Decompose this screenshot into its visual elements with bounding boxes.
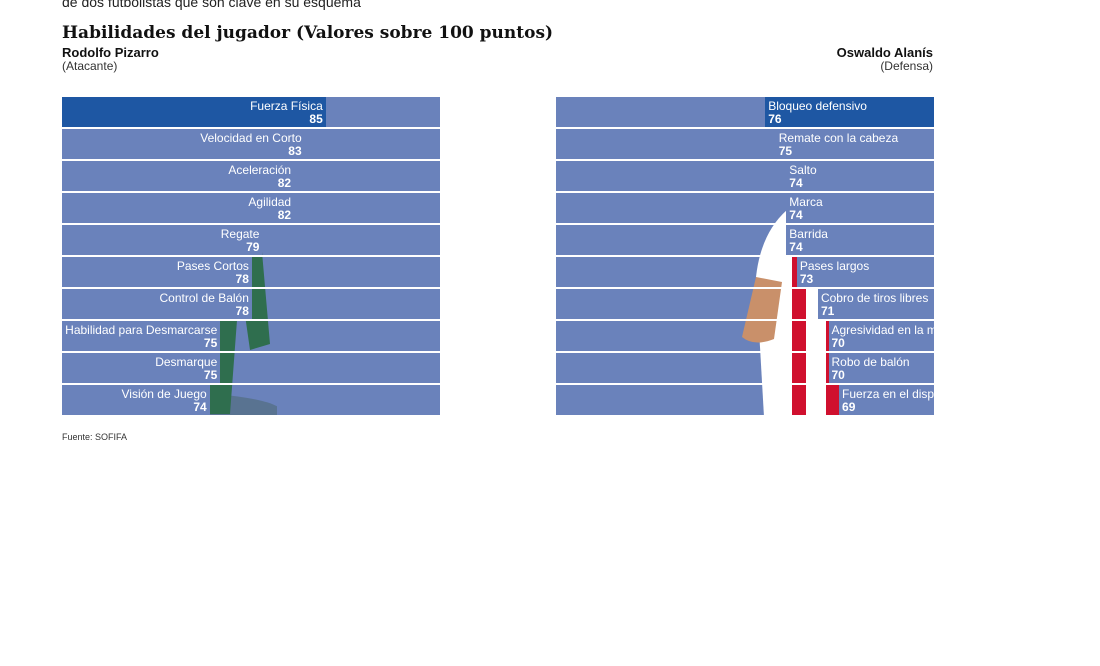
right-bar-label-7: Cobro de tiros libres [820, 291, 929, 305]
left-row-separator-9 [62, 383, 440, 385]
left-bar-6: Pases Cortos 78 [62, 257, 252, 287]
right-player-chart: Bloqueo defensivo 76 Remate con la cabeza 7… [556, 97, 934, 417]
left-row-separator-8 [62, 351, 440, 353]
right-row-separator-4 [556, 223, 934, 225]
right-bar-label-5: Barrida [789, 227, 828, 241]
right-row-separator-9 [556, 383, 934, 385]
right-bar-7: Cobro de tiros libres 71 [817, 289, 934, 319]
left-bar-label-5: Regate [220, 227, 260, 241]
left-bar-label-6: Pases Cortos [176, 259, 249, 273]
right-row-separator-8 [556, 351, 934, 353]
right-bar-5: Barrida 74 [786, 225, 934, 255]
left-bar-value-9: 75 [203, 368, 218, 382]
right-player-name: Oswaldo Alanís [836, 45, 933, 60]
left-row-separator-5 [62, 255, 440, 257]
left-bar-label-8: Habilidad para Desmarcarse [65, 323, 218, 337]
left-bar-value-6: 78 [235, 272, 249, 286]
left-bar-label-4: Agilidad [248, 195, 292, 209]
right-player-role: (Defensa) [880, 59, 933, 73]
left-bar-3: Aceleración 82 [62, 161, 295, 191]
left-bar-label-10: Visión de Juego [121, 387, 207, 401]
right-bar-label-3: Salto [789, 163, 817, 177]
left-bar-value-10: 74 [193, 400, 207, 414]
right-bar-value-9: 70 [831, 368, 845, 382]
intro-text: de dos futbolistas que son clave en su e… [62, 0, 361, 10]
right-bar-label-8: Agresividad en la marca [831, 323, 935, 337]
chart-title: Habilidades del jugador (Valores sobre 1… [62, 23, 554, 43]
left-bar-value-5: 79 [246, 240, 260, 254]
right-row-separator-2 [556, 159, 934, 161]
right-bar-value-3: 74 [789, 176, 803, 190]
right-row-separator-10 [556, 415, 934, 417]
left-row-separator-6 [62, 287, 440, 289]
right-bar-label-1: Bloqueo defensivo [768, 99, 867, 113]
left-bar-value-2: 83 [288, 144, 302, 158]
left-bar-label-9: Desmarque [155, 355, 218, 369]
left-player-name: Rodolfo Pizarro [62, 45, 159, 60]
left-row-separator-4 [62, 223, 440, 225]
left-bar-10: Visión de Juego 74 [62, 385, 210, 415]
right-bar-8: Agresividad en la marca70 [828, 321, 935, 351]
right-bar-value-2: 75 [778, 144, 793, 158]
left-player-chart: Fuerza Física 85 Velocidad en Corto 83 Acele… [62, 97, 440, 417]
right-bar-10: Fuerza en el disparo69 [839, 385, 934, 415]
right-bar-label-2: Remate con la cabeza [778, 131, 899, 145]
left-bar-7: Control de Balón 78 [62, 289, 252, 319]
left-bar-9: Desmarque 75 [62, 353, 221, 383]
left-bar-5: Regate 79 [62, 225, 263, 255]
left-bar-value-7: 78 [235, 304, 249, 318]
left-bar-value-1: 85 [309, 112, 323, 126]
right-bar-value-6: 73 [799, 272, 814, 286]
left-row-separator-10 [62, 415, 440, 417]
left-bar-label-1: Fuerza Física [250, 99, 323, 113]
right-row-separator-1 [556, 127, 934, 129]
right-bar-value-1: 76 [768, 112, 782, 126]
right-bar-value-5: 74 [789, 240, 803, 254]
left-row-separator-3 [62, 191, 440, 193]
right-bar-value-10: 69 [842, 400, 856, 414]
left-bar-label-2: Velocidad en Corto [200, 131, 302, 145]
left-player-role: (Atacante) [62, 59, 118, 73]
right-row-separator-5 [556, 255, 934, 257]
left-bar-value-4: 82 [277, 208, 292, 222]
right-bar-6: Pases largos 73 [796, 257, 934, 287]
left-bar-value-8: 75 [203, 336, 218, 350]
right-bar-value-7: 71 [820, 304, 835, 318]
right-row-separator-6 [556, 287, 934, 289]
left-row-separator-1 [62, 127, 440, 129]
left-bar-1: Fuerza Física 85 [62, 97, 326, 127]
right-bar-1: Bloqueo defensivo 76 [765, 97, 934, 127]
right-row-separator-3 [556, 191, 934, 193]
right-bar-value-8: 70 [831, 336, 845, 350]
left-bar-8: Habilidad para Desmarcarse 75 [62, 321, 221, 351]
right-bar-4: Marca 74 [786, 193, 934, 223]
right-row-separator-7 [556, 319, 934, 321]
source-note: Fuente: SOFIFA [62, 432, 128, 442]
right-bar-label-4: Marca [789, 195, 823, 209]
right-bar-label-9: Robo de balón [831, 355, 910, 369]
right-bar-label-10: Fuerza en el disparo [842, 387, 934, 401]
left-bar-value-3: 82 [277, 176, 292, 190]
left-bar-label-3: Aceleración [228, 163, 292, 177]
left-bar-label-7: Control de Balón [159, 291, 249, 305]
right-bar-value-4: 74 [789, 208, 803, 222]
right-bar-3: Salto 74 [786, 161, 934, 191]
left-bar-2: Velocidad en Corto 83 [62, 129, 305, 159]
left-row-separator-7 [62, 319, 440, 321]
left-bar-4: Agilidad 82 [62, 193, 295, 223]
right-bar-9: Robo de balón 70 [828, 353, 934, 383]
right-bar-label-6: Pases largos [799, 259, 870, 273]
left-row-separator-2 [62, 159, 440, 161]
right-bar-2: Remate con la cabeza 75 [775, 129, 934, 159]
